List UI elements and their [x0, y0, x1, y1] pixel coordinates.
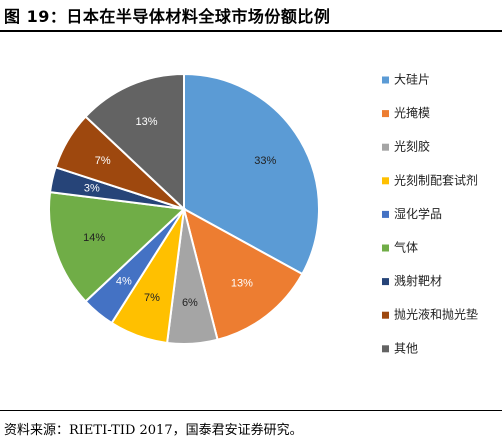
- legend-swatch-4: [382, 177, 389, 185]
- pie-slice-labels: 33% 13% 6% 7% 4% 14% 3% 7% 13%: [83, 116, 276, 309]
- slice-label-5: 4%: [116, 276, 132, 288]
- pie-slice-1: [183, 72, 320, 276]
- legend-label-9: 其他: [394, 341, 418, 355]
- legend-label-1: 大硅片: [394, 73, 430, 87]
- source-rule: [0, 410, 502, 411]
- legend-swatch-6: [382, 244, 389, 252]
- slice-label-7: 3%: [84, 182, 100, 194]
- source-note: 资料来源：RIETI-TID 2017，国泰君安证券研究。: [4, 423, 303, 438]
- legend-swatch-3: [382, 143, 389, 151]
- legend-swatch-7: [382, 278, 389, 286]
- slice-label-9: 13%: [135, 116, 157, 128]
- slice-label-3: 6%: [182, 297, 198, 309]
- slice-label-1: 33%: [254, 155, 276, 167]
- legend-swatch-2: [382, 110, 389, 118]
- figure-title: 图 19：日本在半导体材料全球市场份额比例: [4, 7, 331, 26]
- legend-label-2: 光掩模: [394, 106, 430, 120]
- legend-label-5: 湿化学品: [394, 206, 442, 221]
- slice-label-8: 7%: [95, 155, 111, 167]
- title-rule: [0, 30, 502, 32]
- slice-label-2: 13%: [231, 278, 253, 290]
- legend-label-7: 溅射靶材: [394, 273, 442, 288]
- legend-swatch-1: [382, 76, 389, 84]
- pie-slice-6: [48, 190, 187, 303]
- legend-swatch-8: [382, 311, 389, 319]
- legend-label-8: 抛光液和抛光垫: [394, 307, 478, 322]
- pie-chart: 33% 13% 6% 7% 4% 14% 3% 7% 13% 大硅片光掩模光刻胶光刻制配套试剂湿…: [48, 72, 478, 355]
- slice-label-4: 7%: [144, 292, 160, 304]
- pie-slice-2: [182, 207, 304, 341]
- legend-swatch-9: [382, 345, 389, 353]
- legend-swatch-5: [382, 210, 389, 218]
- pie-slice-9: [84, 72, 185, 212]
- slice-label-6: 14%: [83, 232, 105, 244]
- legend-label-3: 光刻胶: [394, 139, 430, 154]
- pie-slices: [48, 72, 320, 346]
- legend-label-6: 气体: [394, 240, 418, 255]
- legend-label-4: 光刻制配套试剂: [394, 172, 478, 187]
